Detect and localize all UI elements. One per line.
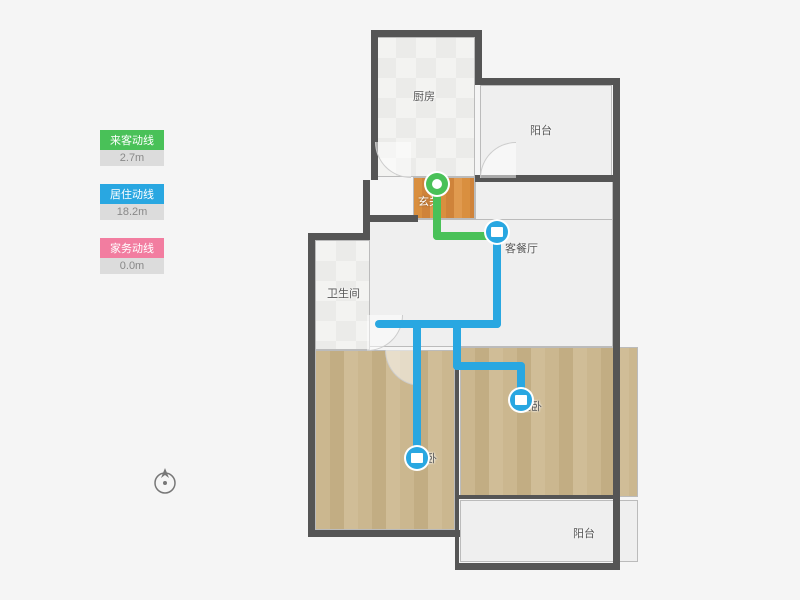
legend: 来客动线 2.7m 居住动线 18.2m 家务动线 0.0m bbox=[100, 130, 164, 292]
legend-value-living: 18.2m bbox=[100, 204, 164, 220]
flow-segment bbox=[375, 320, 501, 328]
legend-label-living: 居住动线 bbox=[100, 184, 164, 204]
legend-value-guest: 2.7m bbox=[100, 150, 164, 166]
wall-segment bbox=[371, 30, 479, 37]
flow-segment bbox=[413, 320, 421, 460]
wall-segment bbox=[363, 180, 370, 238]
legend-item-chores: 家务动线 0.0m bbox=[100, 238, 164, 274]
room-label-bathroom: 卫生间 bbox=[327, 285, 360, 301]
wall-segment bbox=[613, 175, 620, 570]
room-label-balcony-top: 阳台 bbox=[530, 122, 552, 138]
legend-item-living: 居住动线 18.2m bbox=[100, 184, 164, 220]
room-label-living: 客餐厅 bbox=[505, 240, 538, 256]
legend-item-guest: 来客动线 2.7m bbox=[100, 130, 164, 166]
room-bed2 bbox=[315, 350, 455, 530]
wall-segment bbox=[363, 215, 418, 222]
flow-segment bbox=[453, 362, 525, 370]
flow-node-guest bbox=[426, 173, 448, 195]
flow-node-living-1 bbox=[406, 447, 428, 469]
flow-node-living-0 bbox=[486, 221, 508, 243]
wall-segment bbox=[308, 233, 315, 533]
room-balcony-bot bbox=[460, 500, 638, 562]
wall-segment bbox=[475, 78, 620, 85]
wall-segment bbox=[371, 30, 378, 180]
flow-node-living-2 bbox=[510, 389, 532, 411]
wall-segment bbox=[308, 233, 370, 240]
room-label-kitchen: 厨房 bbox=[413, 88, 435, 104]
wall-segment bbox=[613, 78, 620, 178]
legend-value-chores: 0.0m bbox=[100, 258, 164, 274]
legend-label-guest: 来客动线 bbox=[100, 130, 164, 150]
compass-icon bbox=[150, 465, 180, 495]
flow-segment bbox=[493, 228, 501, 328]
wall-segment bbox=[308, 530, 460, 537]
room-label-balcony-bot: 阳台 bbox=[573, 525, 595, 541]
wall-segment bbox=[455, 345, 459, 531]
wall-segment bbox=[475, 30, 482, 85]
wall-segment bbox=[455, 563, 620, 570]
wall-segment bbox=[455, 495, 620, 499]
room-living-ext bbox=[475, 180, 613, 220]
floorplan: 厨房阳台玄关客餐厅卫生间次卧主卧阳台 bbox=[305, 30, 645, 570]
legend-label-chores: 家务动线 bbox=[100, 238, 164, 258]
